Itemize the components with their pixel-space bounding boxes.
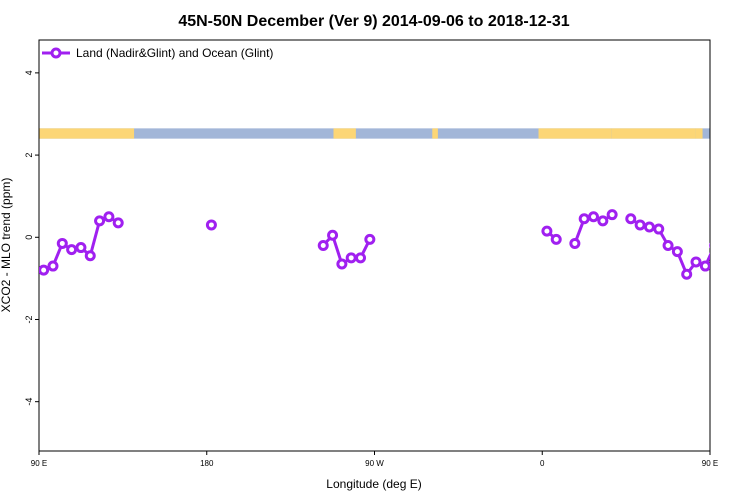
legend-label: Land (Nadir&Glint) and Ocean (Glint) [76, 46, 273, 60]
data-point-30 [690, 256, 702, 268]
legend-marker [50, 47, 62, 59]
data-point-28 [671, 246, 683, 258]
data-point-26 [653, 223, 665, 235]
land-band-4 [611, 128, 696, 139]
x-tick-label-3: 0 [540, 459, 545, 468]
data-point-20 [588, 211, 600, 223]
data-point-4 [75, 242, 87, 254]
y-tick-label-2: 0 [24, 235, 34, 240]
y-tick-label-3: -2 [24, 315, 34, 323]
data-point-13 [345, 252, 357, 264]
data-point-11 [327, 229, 339, 241]
x-tick-label-4: 90 E [702, 459, 718, 468]
x-tick-label-0: 90 E [31, 459, 47, 468]
land-band-1 [333, 128, 356, 139]
series-group [39, 209, 747, 280]
data-point-24 [634, 219, 646, 231]
ocean-band [39, 128, 710, 139]
plot-frame [38, 39, 711, 452]
data-point-34 [729, 262, 737, 270]
x-axis: 90 E 180 90 W 0 90 E [31, 451, 718, 468]
data-point-32 [709, 242, 710, 249]
data-point-10 [317, 240, 329, 251]
data-point-5 [84, 250, 96, 262]
land-band-0 [39, 128, 135, 139]
land-band-3 [538, 128, 612, 139]
legend: Land (Nadir&Glint) and Ocean (Glint) [42, 46, 273, 60]
data-point-8 [112, 217, 124, 229]
data-point-25 [643, 221, 655, 233]
y-tick-label-4: -4 [24, 398, 34, 406]
data-point-31 [699, 260, 710, 272]
data-point-7 [103, 211, 115, 223]
data-point-29 [681, 268, 693, 280]
y-axis-label: XCO2 - MLO trend (ppm) [0, 178, 13, 313]
data-point-6 [94, 215, 106, 227]
x-tick-label-2: 90 W [365, 459, 384, 468]
data-point-1 [47, 260, 59, 272]
x-tick-label-1: 180 [200, 459, 214, 468]
data-point-21 [597, 215, 609, 227]
data-point-35 [739, 239, 747, 247]
data-point-16 [541, 225, 553, 237]
data-point-23 [625, 213, 637, 225]
data-point-17 [550, 233, 562, 245]
data-point-15 [364, 233, 376, 245]
land-band-2 [432, 128, 438, 139]
data-point-18 [569, 237, 581, 249]
data-point-2 [56, 237, 68, 249]
data-point-27 [662, 240, 674, 251]
y-tick-label-0: 4 [24, 70, 34, 75]
y-tick-label-1: 2 [24, 153, 34, 158]
data-point-19 [578, 213, 590, 225]
land-ocean-strip [39, 128, 710, 139]
data-point-14 [355, 252, 367, 264]
data-point-33 [720, 266, 728, 274]
data-point-0 [39, 264, 50, 276]
data-point-12 [336, 258, 348, 270]
data-point-22 [606, 209, 618, 221]
x-axis-label: Longitude (deg E) [326, 477, 421, 491]
data-point-9 [205, 219, 217, 231]
land-band-5 [695, 128, 703, 139]
chart-title: 45N-50N December (Ver 9) 2014-09-06 to 2… [178, 13, 569, 30]
data-point-3 [66, 244, 78, 256]
y-axis: 4 2 0 -2 -4 [24, 70, 39, 406]
